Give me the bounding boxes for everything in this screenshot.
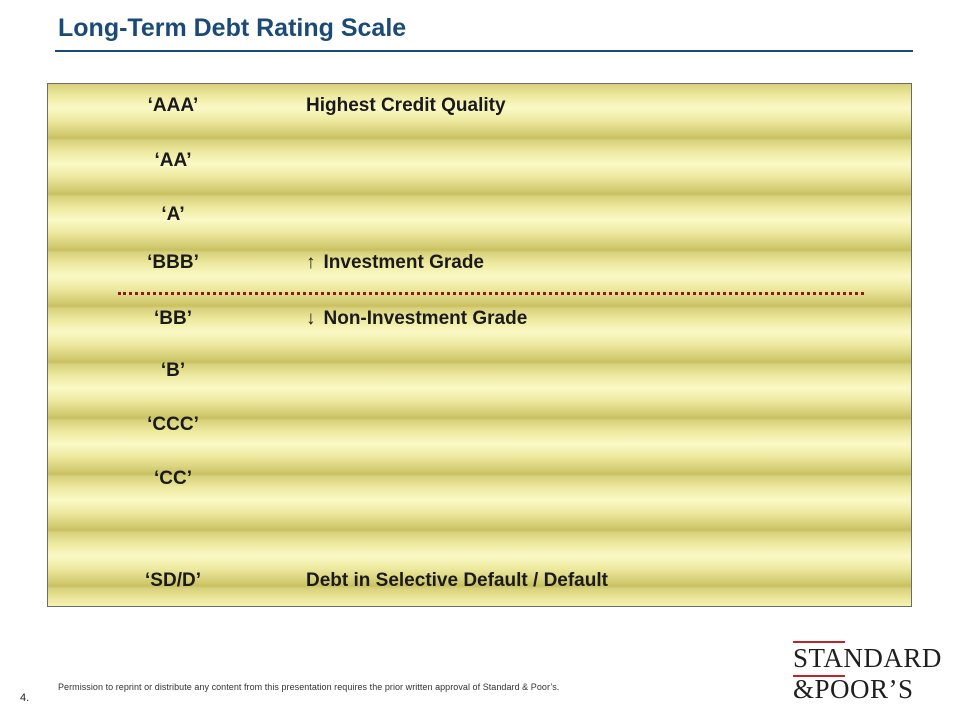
logo-line-1: STANDARD bbox=[793, 643, 942, 673]
title-underline bbox=[55, 50, 913, 52]
rating-b: ‘B’ bbox=[160, 360, 186, 381]
rating-sd-d-desc-text: Debt in Selective Default / Default bbox=[306, 570, 608, 591]
rating-bbb: ‘BBB’ bbox=[147, 252, 199, 273]
rating-sd-d-description: Debt in Selective Default / Default bbox=[306, 570, 608, 592]
page-number: 4. bbox=[20, 692, 30, 704]
rating-ccc: ‘CCC’ bbox=[147, 414, 199, 435]
rating-aaa-desc-text: Highest Credit Quality bbox=[306, 95, 506, 116]
rating-aa: ‘AA’ bbox=[154, 150, 192, 171]
rating-bb-desc-text: Non-Investment Grade bbox=[323, 308, 528, 329]
logo-accent-rule-top bbox=[793, 641, 845, 643]
rating-aaa: ‘AAA’ bbox=[147, 95, 199, 116]
rating-bb-description: ↓ Non-Investment Grade bbox=[306, 308, 527, 330]
rating-aaa-description: Highest Credit Quality bbox=[306, 95, 506, 117]
logo-accent-rule-mid bbox=[793, 675, 845, 677]
rating-bb: ‘BB’ bbox=[154, 308, 192, 329]
standard-and-poors-logo: STANDARD &POOR’S bbox=[793, 641, 943, 704]
copyright-notice: Permission to reprint or distribute any … bbox=[58, 682, 560, 692]
investment-grade-divider bbox=[118, 292, 864, 295]
up-arrow-icon: ↑ bbox=[306, 252, 316, 273]
rating-sd-d: ‘SD/D’ bbox=[145, 570, 201, 591]
rating-a: ‘A’ bbox=[161, 204, 185, 225]
slide-title: Long-Term Debt Rating Scale bbox=[58, 14, 407, 42]
rating-bbb-description: ↑ Investment Grade bbox=[306, 252, 484, 274]
rating-scale-panel: ‘AAA’ Highest Credit Quality ‘AA’ ‘A’ ‘B… bbox=[47, 83, 912, 607]
rating-bbb-desc-text: Investment Grade bbox=[323, 252, 485, 273]
down-arrow-icon: ↓ bbox=[306, 308, 316, 329]
rating-cc: ‘CC’ bbox=[154, 468, 192, 489]
logo-line-2: &POOR’S bbox=[793, 674, 914, 704]
